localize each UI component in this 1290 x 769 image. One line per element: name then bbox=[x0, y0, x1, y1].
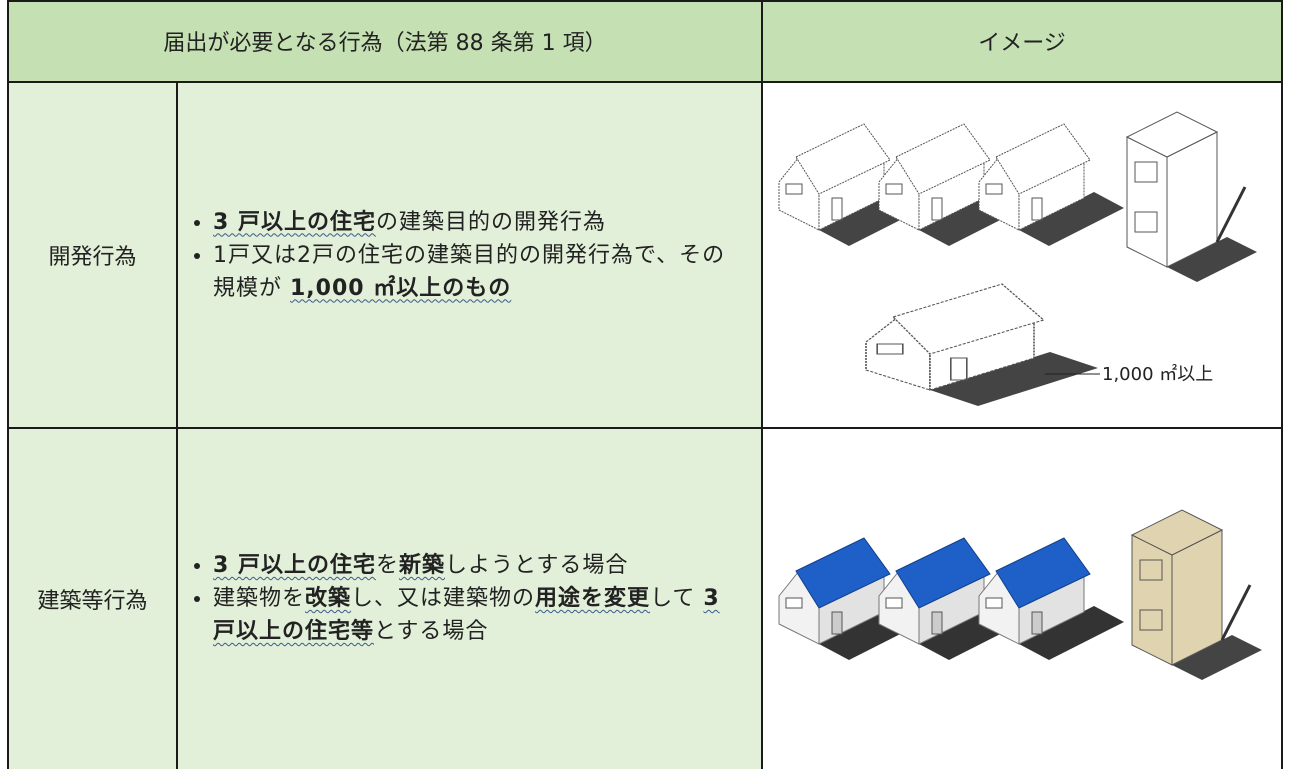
row-label: 建築等行為 bbox=[8, 428, 177, 769]
body-text: の建築目的の開発行為 bbox=[375, 209, 606, 235]
emphasis-text: 新築 bbox=[398, 553, 445, 578]
header-text: 届出が必要となる行為（法第 88 条第 1 項） bbox=[163, 31, 607, 56]
bullet-item: 3 戸以上の住宅を新築しようとする場合 bbox=[213, 549, 743, 582]
header-cell: イメージ bbox=[762, 0, 1282, 82]
body-text: し、又は建築物の bbox=[351, 586, 536, 611]
border bbox=[176, 82, 178, 769]
body-text: 建築物を bbox=[213, 586, 306, 611]
border bbox=[761, 0, 763, 769]
emphasis-text: 3 戸以上の住宅 bbox=[213, 553, 376, 578]
body-text: とする場合 bbox=[374, 619, 489, 644]
bullet-item: 建築物を改築し、又は建築物の用途を変更して 3 戸以上の住宅等とする場合 bbox=[213, 582, 743, 648]
image-caption: 1,000 ㎡以上 bbox=[1102, 363, 1213, 385]
border bbox=[8, 427, 1282, 429]
border bbox=[1281, 0, 1283, 769]
bullet-list: 3 戸以上の住宅の建築目的の開発行為1戸又は2戸の住宅の建築目的の開発行為で、そ… bbox=[191, 206, 743, 305]
bullet-item: 3 戸以上の住宅の建築目的の開発行為 bbox=[213, 206, 743, 239]
bullet-list: 3 戸以上の住宅を新築しようとする場合建築物を改築し、又は建築物の用途を変更して… bbox=[191, 549, 743, 648]
body-text: 1戸又は2戸の住宅の建築目的の開発行為で、その規模が bbox=[213, 242, 726, 301]
emphasis-text: 1,000 ㎡以上のもの bbox=[290, 275, 512, 301]
emphasis-text: 改築 bbox=[305, 586, 352, 611]
image-panel: 1,000 ㎡以上 bbox=[778, 110, 1264, 682]
header-text: イメージ bbox=[978, 31, 1066, 56]
row-label-text: 開発行為 bbox=[48, 245, 137, 270]
body-text: しようとする場合 bbox=[445, 553, 629, 578]
border bbox=[7, 0, 9, 769]
row-label-text: 建築等行為 bbox=[37, 588, 148, 614]
border bbox=[8, 0, 1282, 2]
house-illustration: 1,000 ㎡以上 bbox=[778, 110, 1264, 682]
bullet-item: 1戸又は2戸の住宅の建築目的の開発行為で、その規模が 1,000 ㎡以上のもの bbox=[213, 239, 743, 305]
body-text: して bbox=[650, 586, 704, 611]
border bbox=[8, 81, 1282, 83]
header-cell: 届出が必要となる行為（法第 88 条第 1 項） bbox=[8, 0, 762, 82]
description-cell: 3 戸以上の住宅を新築しようとする場合建築物を改築し、又は建築物の用途を変更して… bbox=[177, 428, 762, 769]
row-label: 開発行為 bbox=[8, 82, 177, 428]
body-text: を bbox=[375, 553, 399, 578]
description-cell: 3 戸以上の住宅の建築目的の開発行為1戸又は2戸の住宅の建築目的の開発行為で、そ… bbox=[177, 82, 762, 428]
emphasis-text: 用途を変更 bbox=[535, 586, 651, 611]
emphasis-text: 3 戸以上の住宅 bbox=[213, 209, 376, 235]
emphasis-text: 3 戸以上の住宅等 bbox=[213, 586, 720, 644]
